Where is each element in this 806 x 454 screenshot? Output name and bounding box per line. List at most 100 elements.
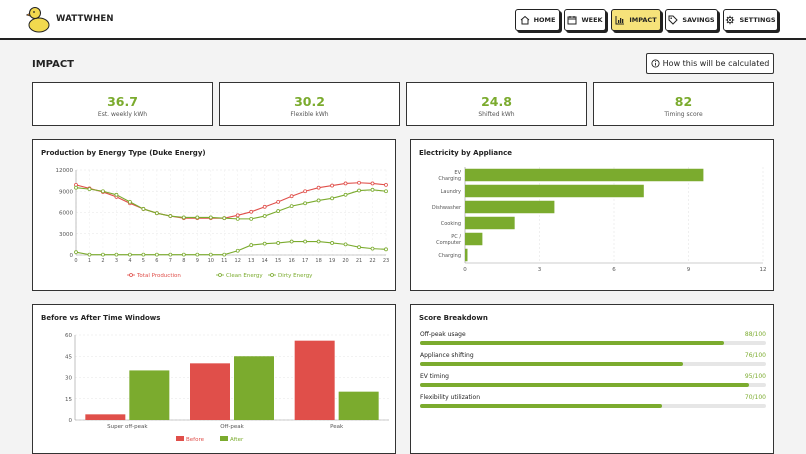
data-point — [195, 215, 200, 220]
data-point — [101, 252, 105, 257]
x-tick-label: 7 — [169, 258, 172, 264]
bar — [465, 168, 704, 182]
data-point — [249, 209, 254, 214]
x-tick-label: 14 — [262, 258, 268, 264]
top-navbar: WATTWHEN HOME WEEK IMPACT SAVINGS SETTIN… — [0, 0, 806, 40]
x-tick-label: 18 — [315, 258, 321, 264]
y-tick-label: 0 — [70, 253, 74, 259]
y-tick-label: Laundry — [441, 189, 461, 195]
legend-label: After — [230, 437, 244, 443]
tag-icon — [668, 15, 679, 25]
x-tick-label: 20 — [342, 258, 348, 264]
x-tick-label: Super off-peak — [107, 424, 148, 430]
score-track — [420, 383, 766, 387]
score-track — [420, 341, 766, 345]
x-tick-label: 3 — [538, 267, 542, 273]
stat-value: 30.2 — [294, 94, 325, 109]
calculation-info-button[interactable]: How this will be calculated — [646, 53, 774, 74]
y-tick-label: 45 — [65, 354, 72, 360]
x-tick-label: 16 — [288, 258, 294, 264]
y-tick-label: EV — [454, 170, 461, 176]
data-point — [195, 252, 200, 257]
stat-card-shifted-kwh: 24.8 Shifted kWh — [406, 82, 587, 126]
data-point — [222, 252, 227, 257]
x-tick-label: Off-peak — [220, 424, 244, 430]
page-title: IMPACT — [32, 59, 74, 70]
bar — [465, 232, 483, 246]
data-point — [370, 181, 375, 186]
data-point — [87, 187, 92, 192]
data-point — [370, 187, 375, 192]
legend-label: Before — [186, 437, 205, 443]
x-tick-label: 22 — [369, 258, 375, 264]
data-point — [276, 199, 281, 204]
data-point — [276, 241, 281, 245]
x-tick-label: 21 — [356, 258, 362, 264]
stat-card-weekly-kwh: 36.7 Est. weekly kWh — [32, 82, 213, 126]
score-track — [420, 362, 766, 366]
bar — [465, 248, 468, 262]
score-fill — [420, 341, 725, 345]
data-point — [303, 189, 308, 194]
brand-name[interactable]: WATTWHEN — [56, 14, 114, 24]
nav-savings-button[interactable]: SAVINGS — [665, 9, 718, 31]
nav-home-button[interactable]: HOME — [515, 9, 560, 31]
data-point — [181, 252, 186, 257]
data-point — [222, 216, 227, 221]
x-tick-label: 2 — [101, 258, 104, 264]
duck-logo-icon[interactable] — [26, 5, 50, 33]
data-point — [208, 252, 213, 257]
data-point — [276, 209, 281, 213]
bar — [338, 391, 379, 420]
x-tick-label: 17 — [302, 258, 308, 264]
nav-home-label: HOME — [533, 16, 556, 24]
legend-label: Clean Energy — [226, 273, 263, 279]
x-tick-label: 9 — [196, 258, 199, 264]
stat-value: 82 — [674, 94, 693, 109]
nav-settings-button[interactable]: SETTINGS — [723, 9, 778, 31]
data-point — [74, 185, 78, 190]
data-point — [384, 247, 388, 252]
x-tick-label: 19 — [329, 258, 335, 264]
bar — [234, 356, 274, 420]
legend-label: Dirty Energy — [278, 273, 313, 279]
x-tick-label: 10 — [208, 258, 214, 264]
y-tick-label: 9000 — [59, 189, 73, 195]
data-point — [384, 189, 388, 194]
y-tick-label: 30 — [65, 376, 72, 382]
calculation-info-label: How this will be calculated — [662, 59, 770, 68]
nav-week-button[interactable]: WEEK — [564, 9, 606, 31]
bar — [294, 340, 335, 420]
y-tick-label: 0 — [69, 418, 73, 424]
x-tick-label: 23 — [383, 258, 389, 264]
y-tick-label: PC / — [451, 234, 461, 240]
data-point — [357, 188, 361, 193]
appliance-chart-card: Electricity by Appliance 0 3 6 9 12 EV Chargin… — [410, 139, 774, 291]
data-point — [289, 204, 294, 209]
stat-card-flexible-kwh: 30.2 Flexible kWh — [219, 82, 400, 126]
data-point — [330, 196, 334, 201]
data-point — [141, 207, 146, 211]
x-tick-label: 12 — [760, 267, 767, 273]
data-point — [384, 182, 388, 187]
stat-label: Shifted kWh — [478, 111, 515, 118]
y-tick-label: 15 — [65, 397, 72, 403]
legend-marker — [129, 273, 133, 277]
chart-title: Before vs After Time Windows — [41, 314, 161, 322]
nav-week-label: WEEK — [581, 16, 603, 24]
x-tick-label: Peak — [330, 424, 344, 430]
data-point — [303, 239, 308, 244]
score-fill — [420, 362, 683, 366]
y-tick-label: Charging — [438, 253, 461, 259]
x-tick-label: 6 — [612, 267, 616, 273]
data-point — [343, 242, 348, 247]
x-tick-label: 8 — [182, 258, 185, 264]
data-point — [262, 204, 267, 209]
production-chart-card: Production by Energy Type (Duke Energy) … — [32, 139, 396, 291]
legend-marker — [270, 273, 274, 277]
nav-impact-button[interactable]: IMPACT — [611, 9, 661, 31]
series-line — [75, 240, 387, 256]
legend-swatch — [220, 436, 228, 441]
data-point — [235, 216, 240, 221]
